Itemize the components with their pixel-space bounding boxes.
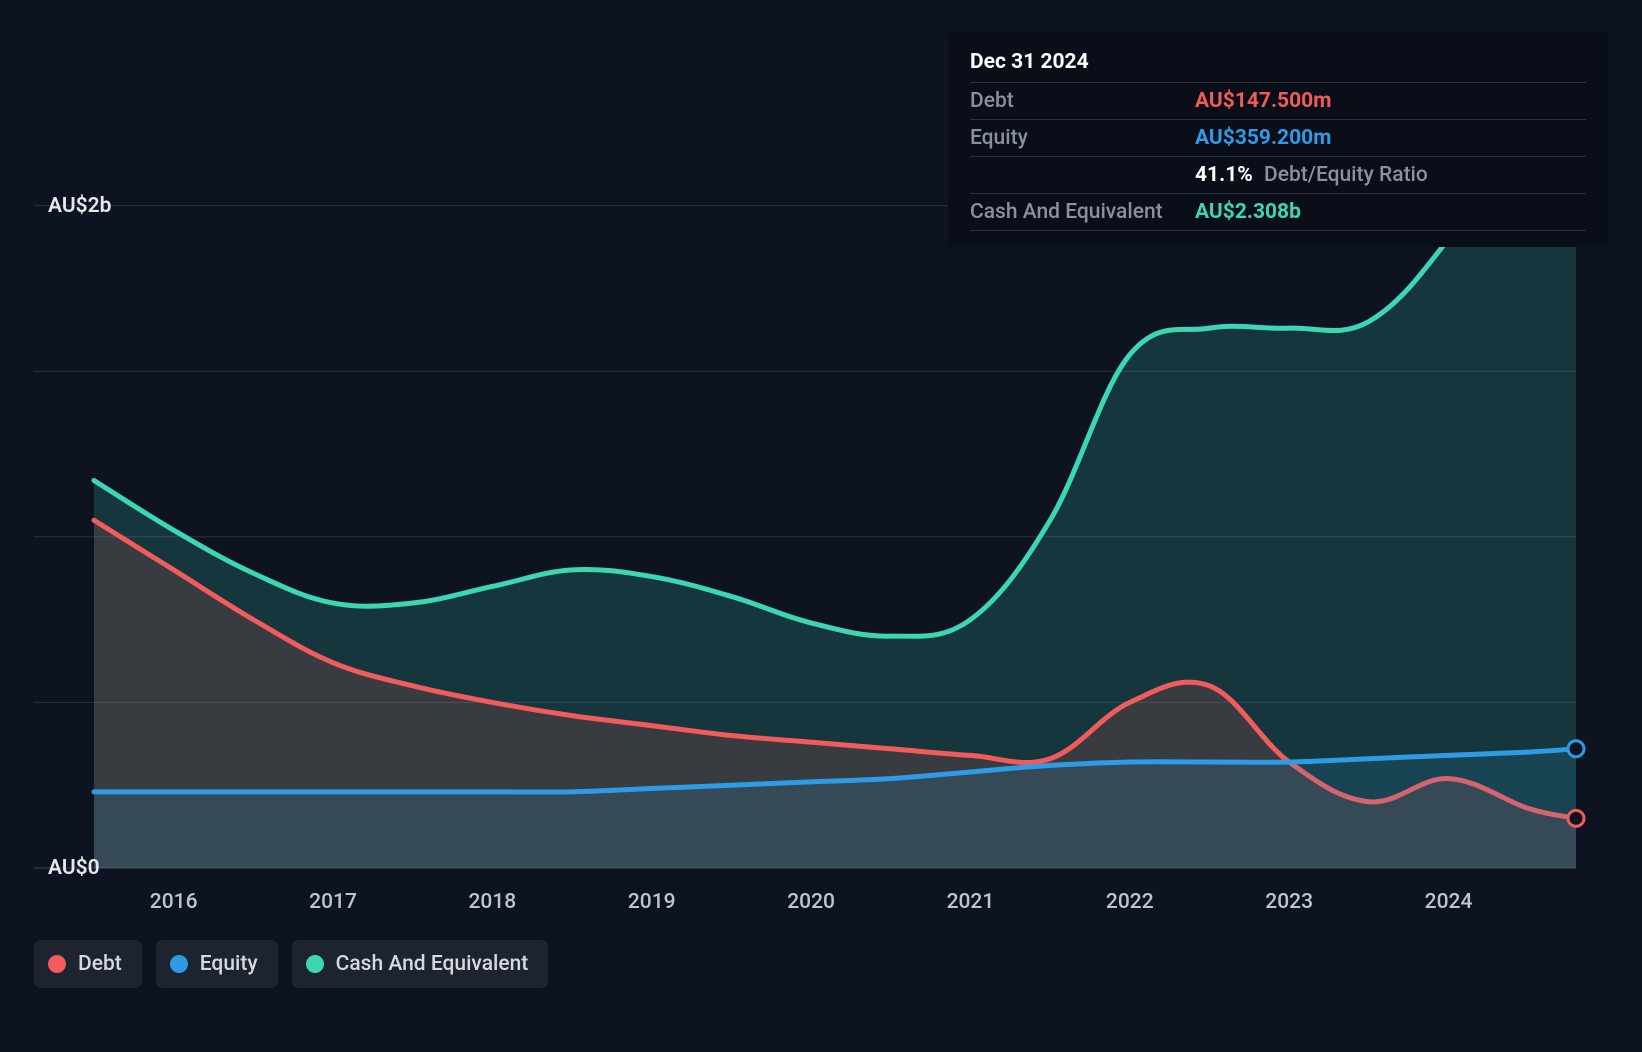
y-axis-label: AU$2b: [48, 194, 111, 218]
x-axis-label: 2019: [628, 890, 676, 914]
legend-item-cash-and-equivalent[interactable]: Cash And Equivalent: [292, 940, 549, 988]
x-axis-label: 2024: [1425, 890, 1473, 914]
x-axis-label: 2020: [787, 890, 835, 914]
series-marker-inner-equity: [1572, 745, 1580, 753]
tooltip-label-ratio: [970, 163, 1195, 187]
tooltip-label-debt: Debt: [970, 89, 1195, 113]
tooltip-value-equity: AU$359.200m: [1195, 126, 1331, 150]
chart-legend: Debt Equity Cash And Equivalent: [34, 940, 548, 988]
tooltip-ratio-label: Debt/Equity Ratio: [1264, 163, 1428, 187]
x-axis-label: 2017: [309, 890, 357, 914]
tooltip-ratio-value: 41.1%: [1195, 163, 1253, 187]
x-axis-label: 2016: [150, 890, 198, 914]
tooltip-label-equity: Equity: [970, 126, 1195, 150]
series-marker-inner-debt: [1572, 814, 1580, 822]
x-axis-label: 2018: [469, 890, 517, 914]
legend-dot-icon: [170, 955, 188, 973]
x-axis-label: 2023: [1265, 890, 1313, 914]
tooltip-value-debt: AU$147.500m: [1195, 89, 1331, 113]
y-axis-label: AU$0: [48, 856, 100, 880]
legend-dot-icon: [48, 955, 66, 973]
legend-dot-icon: [306, 955, 324, 973]
chart-container: AU$0 AU$2b 2016 2017 2018 2019 2020 2021 2022 20…: [0, 0, 1642, 1052]
x-axis-label: 2021: [947, 890, 995, 914]
tooltip-date: Dec 31 2024: [970, 50, 1586, 82]
tooltip-ratio: 41.1% Debt/Equity Ratio: [1195, 163, 1428, 187]
legend-label: Cash And Equivalent: [336, 952, 529, 976]
tooltip-label-cash: Cash And Equivalent: [970, 200, 1195, 224]
tooltip-value-cash: AU$2.308b: [1195, 200, 1301, 224]
x-axis-label: 2022: [1106, 890, 1154, 914]
legend-item-debt[interactable]: Debt: [34, 940, 142, 988]
legend-label: Debt: [78, 952, 122, 976]
legend-label: Equity: [200, 952, 258, 976]
chart-tooltip: Dec 31 2024 Debt AU$147.500m Equity AU$3…: [948, 32, 1608, 247]
legend-item-equity[interactable]: Equity: [156, 940, 278, 988]
